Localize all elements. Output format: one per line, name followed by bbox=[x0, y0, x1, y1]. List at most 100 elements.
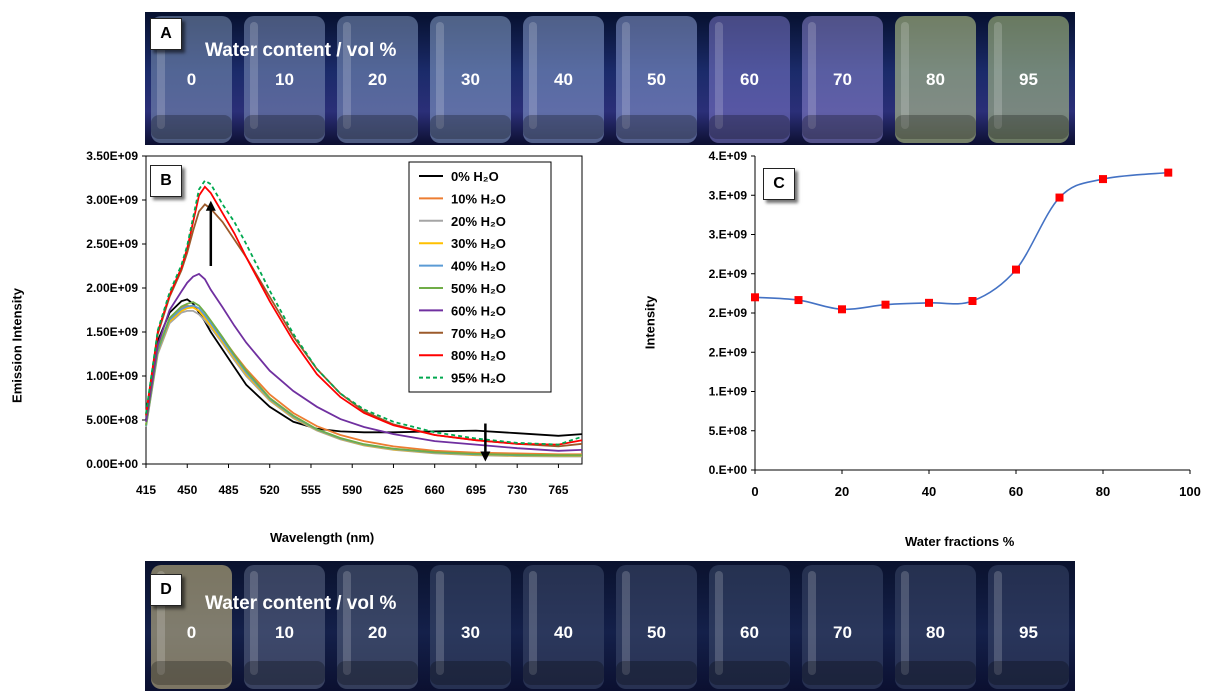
data-point bbox=[751, 293, 759, 302]
vial bbox=[988, 565, 1069, 689]
vial-body bbox=[709, 16, 790, 143]
vial-base bbox=[523, 115, 604, 139]
x-tick-label: 730 bbox=[507, 483, 527, 497]
vial-base bbox=[709, 115, 790, 139]
emission-spectra-chart: 0.00E+00 5.00E+08 1.00E+09 1.50E+09 2.00E+09… bbox=[0, 149, 600, 560]
x-tick-label: 625 bbox=[383, 483, 403, 497]
series-line bbox=[145, 298, 583, 437]
vial bbox=[616, 16, 697, 143]
vial-highlight bbox=[250, 571, 258, 675]
vial-base bbox=[337, 661, 418, 685]
vial-body bbox=[988, 565, 1069, 689]
vial-base bbox=[430, 115, 511, 139]
vial-body bbox=[616, 565, 697, 689]
legend-label: 20% H₂O bbox=[451, 214, 506, 229]
vial-label: 40 bbox=[554, 623, 573, 642]
vial-label: 60 bbox=[740, 70, 759, 89]
vial bbox=[337, 565, 418, 689]
vial bbox=[616, 565, 697, 689]
vial-label: 20 bbox=[368, 623, 387, 642]
photo-d-caption: Water content / vol % bbox=[205, 593, 397, 614]
x-tick-label: 20 bbox=[835, 484, 849, 499]
vial-highlight bbox=[994, 22, 1002, 129]
y-tick-label: 4.E+09 bbox=[709, 150, 748, 163]
vial-label: 80 bbox=[926, 70, 945, 89]
vial-body bbox=[337, 565, 418, 689]
vial-highlight bbox=[436, 571, 444, 675]
vial-base bbox=[988, 661, 1069, 685]
series-line bbox=[145, 301, 582, 457]
legend-label: 10% H₂O bbox=[451, 191, 506, 206]
vial-base bbox=[895, 661, 976, 685]
vial-label: 60 bbox=[740, 623, 759, 642]
y-tick-label: 2.50E+09 bbox=[86, 237, 138, 251]
vial-label: 20 bbox=[368, 70, 387, 89]
vial-body bbox=[895, 16, 976, 143]
y-tick-label: 3.E+09 bbox=[709, 228, 748, 242]
vial bbox=[709, 16, 790, 143]
x-tick-label: 415 bbox=[136, 483, 156, 497]
chart-b-plot: 0.00E+00 5.00E+08 1.00E+09 1.50E+09 2.00E+09… bbox=[86, 149, 583, 497]
data-point bbox=[1099, 175, 1107, 184]
vial-base bbox=[244, 661, 325, 685]
legend-label: 60% H₂O bbox=[451, 303, 506, 318]
vial-label: 10 bbox=[275, 623, 294, 642]
vial-base bbox=[430, 661, 511, 685]
legend-label: 70% H₂O bbox=[451, 326, 506, 341]
vial-highlight bbox=[436, 22, 444, 129]
vial-base bbox=[616, 115, 697, 139]
vial-body bbox=[802, 16, 883, 143]
vial-label: 30 bbox=[461, 623, 480, 642]
y-tick-label: 0.E+00 bbox=[709, 463, 748, 477]
x-tick-label: 520 bbox=[260, 483, 280, 497]
y-tick-label: 0.00E+00 bbox=[86, 457, 138, 471]
panel-tag-d: D bbox=[150, 574, 182, 606]
vial-highlight bbox=[343, 571, 351, 675]
vial-body bbox=[802, 565, 883, 689]
vial bbox=[244, 565, 325, 689]
vial bbox=[802, 565, 883, 689]
y-tick-label: 3.E+09 bbox=[709, 188, 748, 202]
panel-tag-c: C bbox=[763, 168, 795, 200]
vial-highlight bbox=[622, 571, 630, 675]
y-tick-label: 2.E+09 bbox=[709, 306, 748, 320]
y-tick-label: 2.E+09 bbox=[709, 345, 748, 359]
data-point bbox=[968, 296, 977, 305]
vial-body bbox=[244, 16, 325, 143]
vial bbox=[337, 16, 418, 143]
vial bbox=[523, 565, 604, 689]
x-tick-label: 40 bbox=[922, 484, 936, 499]
data-point bbox=[925, 298, 933, 307]
x-tick-label: 555 bbox=[301, 483, 321, 497]
x-tick-label: 660 bbox=[425, 483, 445, 497]
photo-panel-d: Water content / vol % 0 10 20 30 40 50 60 70 80 9… bbox=[145, 561, 1075, 691]
vial-body bbox=[523, 565, 604, 689]
legend-label: 50% H₂O bbox=[451, 281, 506, 296]
vial-body bbox=[709, 565, 790, 689]
photo-panel-a: Water content / vol % 0 10 20 30 40 50 60 70 80 9… bbox=[145, 12, 1075, 145]
vial-base bbox=[802, 115, 883, 139]
vial-base bbox=[616, 661, 697, 685]
vial-label: 40 bbox=[554, 70, 573, 89]
vial-highlight bbox=[901, 571, 909, 675]
vial-base bbox=[151, 115, 232, 139]
vial-base bbox=[151, 661, 232, 685]
x-tick-label: 590 bbox=[342, 483, 362, 497]
vial-base bbox=[988, 115, 1069, 139]
data-point bbox=[838, 305, 846, 314]
vial-highlight bbox=[808, 22, 816, 129]
vial bbox=[523, 16, 604, 143]
y-tick-label: 3.00E+09 bbox=[86, 193, 138, 207]
vial bbox=[802, 16, 883, 143]
vial-body bbox=[430, 16, 511, 143]
vial-label: 50 bbox=[647, 70, 666, 89]
vial bbox=[709, 565, 790, 689]
vial-highlight bbox=[715, 571, 723, 675]
x-tick-label: 450 bbox=[177, 483, 197, 497]
vial-label: 95 bbox=[1019, 623, 1038, 642]
legend-box bbox=[408, 161, 552, 393]
vial bbox=[988, 16, 1069, 143]
x-tick-label: 100 bbox=[1179, 484, 1201, 499]
y-tick-label: 5.00E+08 bbox=[86, 413, 138, 427]
vial-highlight bbox=[994, 571, 1002, 675]
